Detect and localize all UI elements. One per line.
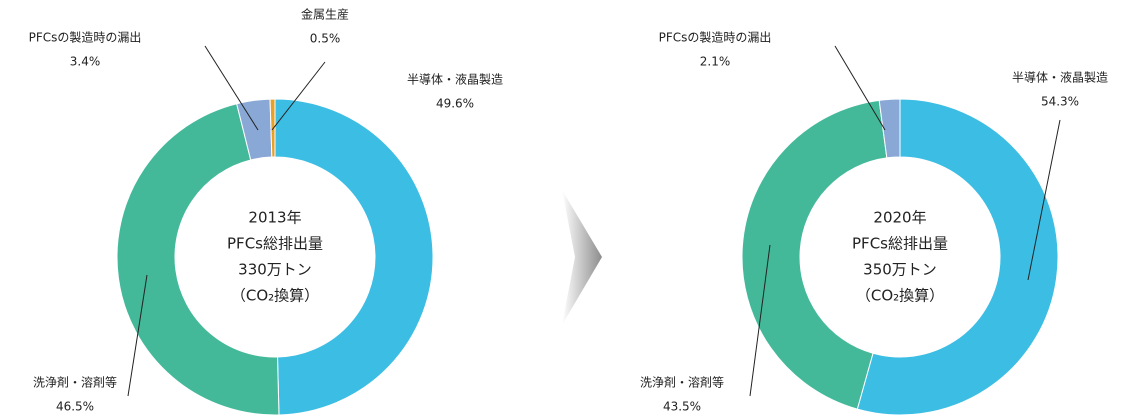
- category-label: 半導体・液晶製造: [1012, 70, 1108, 85]
- donut-segment: [116, 103, 280, 416]
- center-text: （CO₂換算）: [231, 287, 319, 305]
- center-text: （CO₂換算）: [856, 287, 944, 305]
- value-label: 3.4%: [70, 55, 101, 69]
- center-text: 2020年: [873, 209, 926, 227]
- donut-segment: [269, 98, 276, 158]
- value-label: 54.3%: [1041, 95, 1079, 109]
- arrow: [562, 190, 602, 325]
- donut-segment: [741, 99, 888, 410]
- category-label: 金属生産: [301, 7, 349, 22]
- center-text: PFCs総排出量: [852, 235, 948, 253]
- center-text: PFCs総排出量: [227, 235, 323, 253]
- leader-line: [271, 61, 326, 131]
- leader-line: [749, 244, 771, 397]
- category-label: PFCsの製造時の漏出: [659, 31, 772, 45]
- category-label: 洗浄剤・溶剤等: [640, 375, 724, 390]
- category-label: 洗浄剤・溶剤等: [33, 375, 117, 390]
- donut-segment: [274, 98, 434, 416]
- leader-line: [127, 274, 148, 397]
- value-label: 2.1%: [700, 55, 731, 69]
- leader-line: [834, 45, 886, 131]
- donut-segment: [856, 98, 1059, 416]
- center-text: 330万トン: [238, 261, 312, 279]
- value-label: 46.5%: [56, 400, 94, 414]
- category-label: 半導体・液晶製造: [407, 72, 503, 87]
- donut-segment: [878, 98, 901, 159]
- leader-line: [1027, 119, 1061, 281]
- leader-line: [204, 45, 259, 131]
- center-text: 2013年: [248, 209, 301, 227]
- value-label: 49.6%: [436, 97, 474, 111]
- center-text: 350万トン: [863, 261, 937, 279]
- value-label: 43.5%: [663, 400, 701, 414]
- category-label: PFCsの製造時の漏出: [29, 31, 142, 45]
- value-label: 0.5%: [310, 32, 341, 46]
